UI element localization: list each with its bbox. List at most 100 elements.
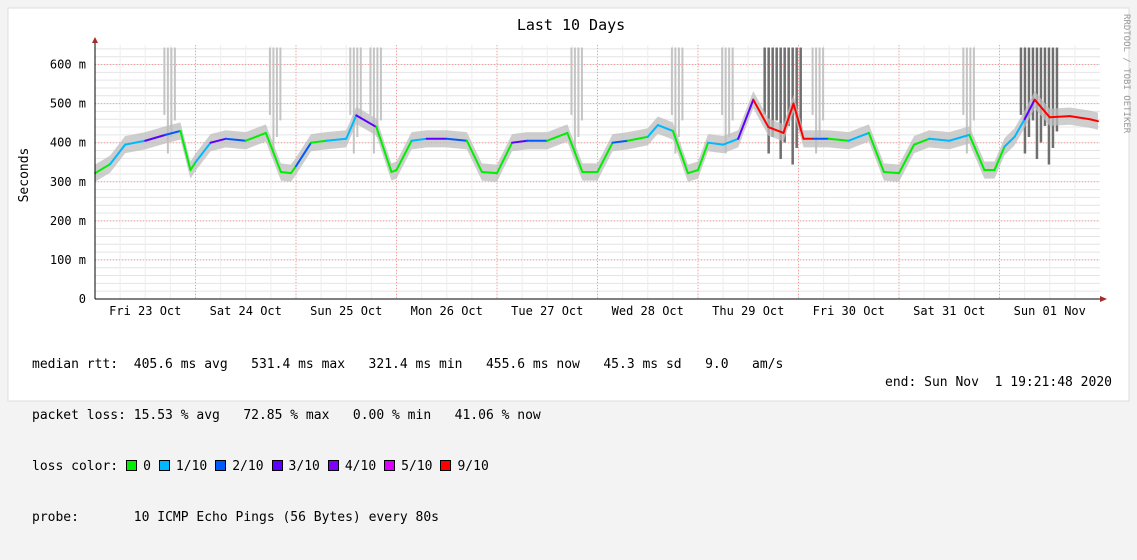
rtt-median-segment — [767, 126, 785, 134]
x-tick-label: Tue 27 Oct — [511, 304, 583, 318]
packet-loss-spike — [962, 47, 975, 154]
packet-loss-spike — [811, 47, 825, 154]
rtt-median-segment — [355, 114, 378, 129]
rtt-median-segment — [1013, 118, 1026, 138]
rtt-smoke-band — [95, 91, 1098, 182]
rtt-median-segment — [465, 139, 483, 173]
loss-color-label: loss color: — [32, 459, 119, 474]
rtt-median-segment — [410, 137, 428, 142]
loss-color-swatch — [327, 460, 339, 471]
rtt-median-segment — [164, 129, 182, 136]
rtt-median-segment — [194, 141, 212, 164]
rtt-median-segment — [948, 133, 971, 142]
rtt-median-segment — [722, 137, 740, 146]
loss-color-swatch — [215, 460, 227, 471]
loss-color-label-item: 2/10 — [232, 459, 264, 474]
rtt-median-segment — [671, 129, 689, 175]
chart-title: Last 10 Days — [517, 16, 625, 34]
y-tick-label: 400 m — [50, 136, 86, 150]
loss-color-swatch — [440, 460, 452, 471]
rtt-median-segment — [697, 141, 710, 172]
x-tick-label: Fri 23 Oct — [109, 304, 181, 318]
y-tick-label: 0 — [79, 292, 86, 306]
rtt-median-segment — [496, 141, 514, 175]
loss-color-label-item: 0 — [143, 459, 151, 474]
rtt-row: median rtt: 405.6 ms avg 531.4 ms max 32… — [32, 356, 783, 373]
rtt-median-segment — [968, 133, 986, 172]
rtt-median-segment — [546, 131, 569, 142]
rtt-median-segment — [707, 141, 725, 146]
y-axis-arrow — [92, 37, 98, 43]
packet-loss-spike — [369, 47, 382, 154]
rtt-median-segment — [752, 98, 770, 129]
rtt-median-segment — [928, 137, 951, 142]
loss-color-label-item: 5/10 — [401, 459, 433, 474]
rtt-median-segment — [686, 169, 699, 175]
rtt-median-segment — [179, 129, 192, 172]
rtt-median-segment — [626, 135, 649, 142]
side-label: RRDTOOL / TOBI OETIKER — [1121, 14, 1131, 134]
probe-label: probe: — [32, 510, 79, 525]
rtt-median-segment — [1023, 98, 1036, 121]
rtt-label: median rtt: — [32, 357, 119, 372]
rtt-median-segment — [1003, 135, 1016, 148]
end-time: end: Sun Nov 1 19:21:48 2020 — [885, 375, 1112, 390]
packet-loss-spike — [721, 47, 734, 154]
rtt-median-segment — [244, 131, 267, 142]
rtt-median-segment — [782, 102, 795, 134]
rtt-median-segment — [189, 161, 197, 172]
rtt-median-segment — [993, 145, 1006, 172]
rtt-median-segment — [209, 137, 227, 144]
rtt-median-segment — [264, 131, 282, 173]
rtt-median-segment — [898, 143, 916, 175]
loss-color-swatch — [158, 460, 170, 471]
rtt-median-segment — [1033, 98, 1051, 119]
x-tick-label: Sun 25 Oct — [310, 304, 382, 318]
loss-label: packet loss: — [32, 408, 126, 423]
y-tick-label: 500 m — [50, 97, 86, 111]
rtt-median-segment — [109, 143, 127, 166]
loss-color-row: loss color: 0 1/10 2/10 3/10 4/10 5/10 9/10 — [32, 458, 783, 475]
rtt-median-segment — [445, 137, 468, 142]
rtt-median-segment — [310, 139, 328, 144]
loss-color-swatch — [384, 460, 396, 471]
legend: median rtt: 405.6 ms avg 531.4 ms max 32… — [32, 322, 783, 560]
rtt-median-segment — [792, 102, 805, 140]
x-tick-label: Wed 28 Oct — [612, 304, 684, 318]
rtt-median-segment — [295, 141, 313, 168]
packet-loss-spike — [268, 47, 282, 154]
rtt-median-segment — [1048, 115, 1071, 119]
loss-color-label-item: 1/10 — [175, 459, 208, 474]
loss-row: packet loss: 15.53 % avg 72.85 % max 0.0… — [32, 407, 783, 424]
packet-loss-spike — [163, 47, 176, 154]
rtt-median-segment — [224, 137, 247, 142]
rtt-median-segment — [596, 141, 614, 173]
x-tick-label: Thu 29 Oct — [712, 304, 784, 318]
loss-color-label-item: 3/10 — [288, 459, 320, 474]
rtt-median-segment — [289, 165, 297, 175]
y-tick-label: 100 m — [50, 253, 86, 267]
x-axis-arrow — [1100, 296, 1107, 302]
packet-loss-spike — [570, 47, 583, 154]
packet-loss-spike — [349, 47, 362, 154]
rtt-median-segment — [511, 139, 529, 144]
loss-color-swatches: 0 1/10 2/10 3/10 4/10 5/10 9/10 — [118, 459, 489, 474]
loss-color-swatch — [271, 460, 283, 471]
probe-text: 10 ICMP Echo Pings (56 Bytes) every 80s — [133, 510, 440, 525]
rtt-median-segment — [913, 137, 931, 146]
loss-color-swatch — [126, 460, 138, 471]
rtt-median-segment — [480, 171, 498, 175]
rtt-median-segment — [279, 171, 292, 175]
x-tick-label: Sat 24 Oct — [210, 304, 282, 318]
smokeping-chart: 0 100 m 200 m 300 m 400 m 500 m 600 m Fri 23 Oc… — [7, 7, 1131, 525]
rtt-median-segment — [1088, 118, 1099, 123]
y-tick-label: 600 m — [50, 58, 86, 72]
probe-row: probe: 10 ICMP Echo Pings (56 Bytes) eve… — [32, 509, 783, 526]
x-tick-label: Sun 01 Nov — [1014, 304, 1086, 318]
packet-loss-spike — [670, 47, 684, 154]
x-tick-label: Fri 30 Oct — [813, 304, 885, 318]
y-axis-label: Seconds — [17, 148, 32, 203]
y-tick-label: 300 m — [50, 175, 86, 189]
rtt-median-segment — [646, 124, 659, 138]
x-tick-label: Mon 26 Oct — [411, 304, 483, 318]
